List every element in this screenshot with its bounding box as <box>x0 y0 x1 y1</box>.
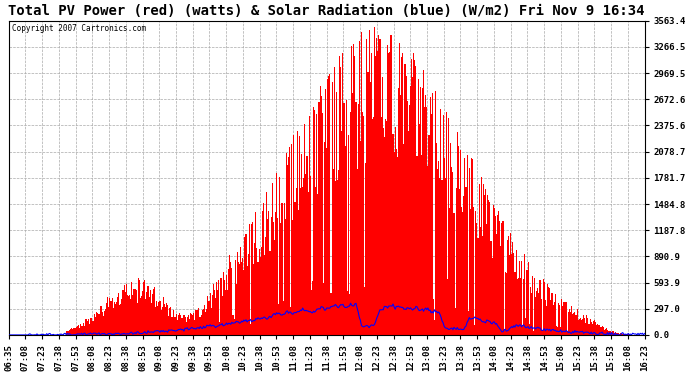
Text: Copyright 2007 Cartronics.com: Copyright 2007 Cartronics.com <box>12 24 146 33</box>
Title: Total PV Power (red) (watts) & Solar Radiation (blue) (W/m2) Fri Nov 9 16:34: Total PV Power (red) (watts) & Solar Rad… <box>8 4 645 18</box>
